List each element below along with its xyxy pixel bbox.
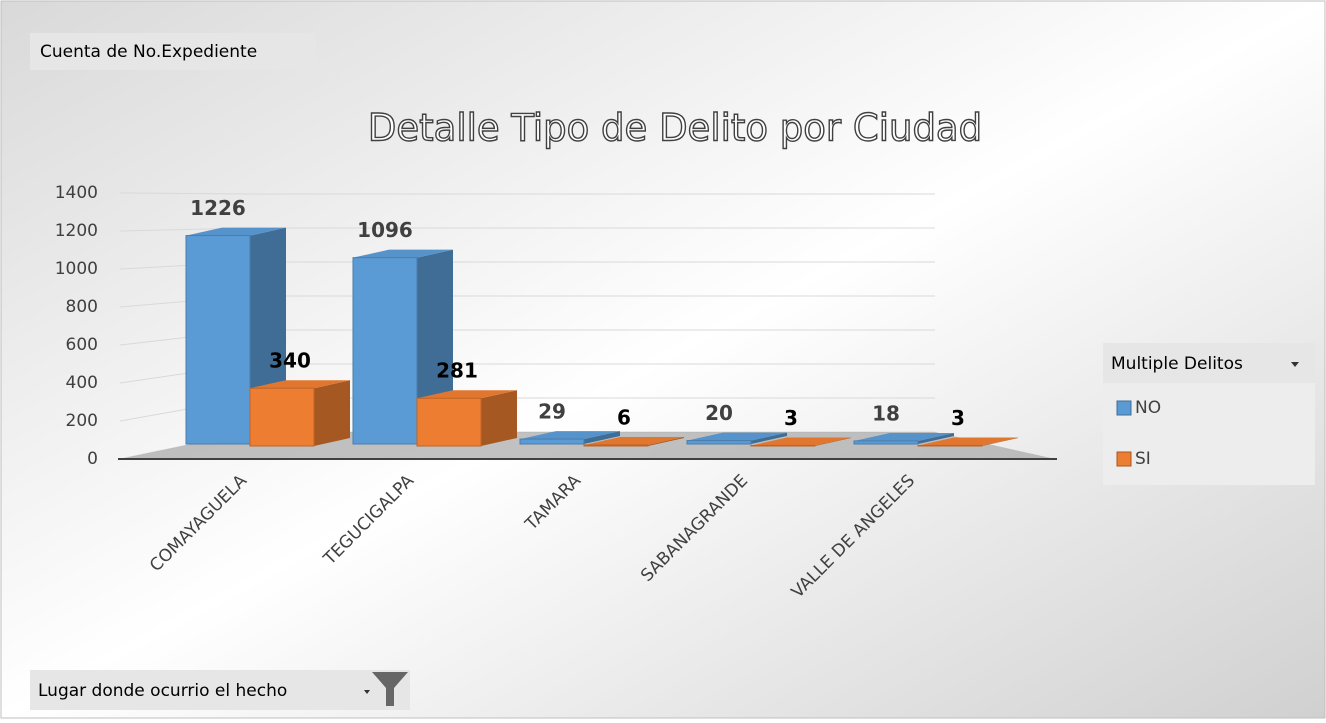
bar-side	[815, 437, 851, 446]
bar-top	[584, 436, 684, 445]
dropdown-arrow	[1291, 362, 1299, 367]
chart-title: Detalle Tipo de Delito por Ciudad	[368, 107, 982, 150]
y-tick-label: 1400	[55, 183, 98, 203]
bar-top	[186, 227, 286, 236]
bar	[416, 390, 517, 447]
grid-line	[119, 192, 935, 195]
y-tick-label: 1000	[55, 259, 98, 279]
y-tick-label: 400	[66, 373, 98, 393]
data-label: 1226	[190, 196, 246, 220]
bar-front	[185, 235, 251, 445]
bar	[249, 380, 350, 447]
bar-front	[416, 397, 482, 447]
y-tick-label: 200	[66, 411, 98, 431]
legend-title: Multiple Delitos	[1111, 354, 1243, 374]
bar-front	[917, 444, 983, 447]
bar-side	[751, 432, 787, 444]
legend-field-button[interactable]	[1103, 343, 1315, 383]
axis-field-label: Lugar donde ocurrio el hecho	[38, 681, 287, 701]
bar-side	[481, 390, 517, 446]
bar	[750, 437, 851, 447]
bar-top	[751, 437, 851, 446]
bar-top	[854, 432, 954, 441]
bar	[686, 432, 787, 445]
bar-top	[918, 437, 1018, 446]
value-field-label: Cuenta de No.Expediente	[40, 42, 257, 62]
bar-front	[583, 444, 649, 447]
bar-top	[687, 432, 787, 441]
legend-swatch	[1116, 400, 1132, 416]
bar-top	[520, 431, 620, 440]
bar-side	[314, 380, 350, 446]
bar-top	[250, 380, 350, 389]
dropdown-arrow	[364, 690, 370, 694]
bar-front	[686, 440, 752, 445]
legend-swatch	[1116, 451, 1132, 467]
bar-top	[353, 249, 453, 258]
data-label: 1096	[357, 218, 413, 242]
bar-front	[750, 444, 816, 447]
legend-label: SI	[1135, 449, 1151, 469]
axis-field-button[interactable]	[30, 670, 410, 710]
filter-icon[interactable]	[372, 672, 408, 706]
data-label: 3	[951, 406, 965, 430]
y-tick-label: 1200	[55, 221, 98, 241]
bar	[583, 436, 684, 447]
bar-front	[249, 387, 315, 447]
value-field-button[interactable]	[30, 33, 316, 70]
bar	[519, 431, 620, 445]
bar-side	[918, 432, 954, 444]
bar-top	[417, 390, 517, 399]
bar	[917, 437, 1018, 447]
y-tick-label: 0	[87, 449, 98, 469]
bar-side	[982, 437, 1018, 446]
y-tick-label: 600	[66, 335, 98, 355]
data-label: 340	[269, 349, 311, 373]
data-label: 20	[705, 401, 733, 425]
bar-front	[853, 440, 919, 445]
bar	[352, 249, 453, 445]
bar	[853, 432, 954, 445]
y-tick-label: 800	[66, 297, 98, 317]
bar-front	[519, 438, 585, 445]
bar-side	[584, 431, 620, 444]
data-label: 18	[872, 401, 900, 425]
bar-front	[352, 257, 418, 445]
data-label: 6	[617, 405, 631, 429]
data-label: 29	[538, 400, 566, 424]
legend-label: NO	[1135, 398, 1161, 418]
data-label: 281	[436, 359, 478, 383]
data-label: 3	[784, 406, 798, 430]
bar-side	[648, 436, 684, 446]
